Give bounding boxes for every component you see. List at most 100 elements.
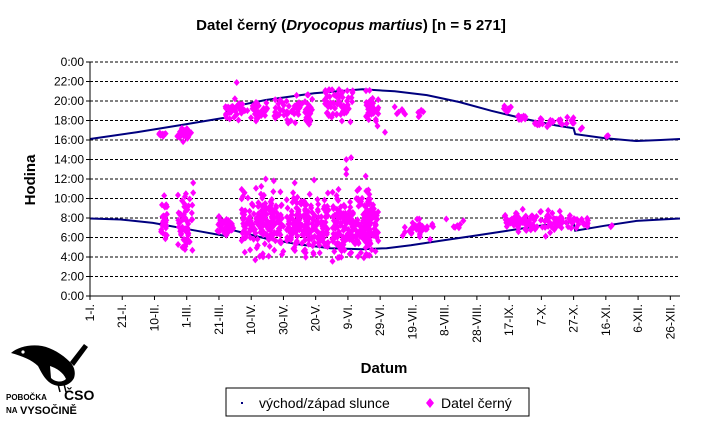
observation-point: [357, 200, 364, 208]
observation-point: [566, 212, 573, 219]
y-tick-label: 18:00: [54, 114, 84, 128]
observation-point: [429, 222, 435, 230]
observation-point: [323, 231, 330, 238]
observation-point: [223, 225, 230, 233]
observation-point: [507, 103, 514, 111]
observation-point: [311, 176, 318, 184]
observation-point: [314, 206, 321, 214]
observation-point: [300, 247, 307, 255]
observation-point: [266, 242, 273, 250]
observation-point: [571, 215, 577, 223]
x-tick-label: 9-VI.: [341, 304, 355, 329]
observation-point: [355, 253, 361, 260]
observation-point: [555, 116, 562, 124]
observation-point: [176, 130, 182, 138]
observation-point: [291, 179, 298, 187]
observation-point: [309, 95, 316, 103]
observation-point: [549, 209, 556, 217]
observation-point: [270, 188, 277, 196]
observation-point: [335, 185, 342, 193]
observation-point: [179, 197, 186, 205]
observation-point: [247, 234, 254, 241]
observation-point: [335, 240, 342, 248]
observation-point: [186, 195, 193, 203]
x-tick-label: 27-X.: [567, 304, 581, 333]
observation-point: [284, 213, 290, 221]
observation-point: [350, 233, 357, 241]
observation-point: [163, 221, 170, 229]
observation-point: [347, 229, 354, 237]
observation-point: [363, 213, 370, 221]
observation-point: [585, 216, 591, 224]
observation-point: [287, 117, 294, 125]
observation-point: [543, 212, 550, 220]
observation-point: [259, 194, 266, 202]
observation-point: [550, 215, 557, 222]
chart-title-count: ) [n = 5 271]: [423, 17, 506, 34]
observation-point: [299, 239, 305, 247]
observation-point: [181, 244, 187, 252]
observation-point: [310, 249, 317, 257]
x-tick-label: 29-VI.: [373, 304, 387, 336]
observation-point: [252, 104, 259, 112]
observation-point: [249, 201, 256, 209]
observation-point: [306, 236, 312, 244]
observation-point: [542, 223, 549, 231]
observation-point: [231, 113, 238, 121]
observation-point: [316, 241, 323, 249]
observation-point: [182, 193, 188, 201]
observation-point: [216, 213, 223, 221]
observation-point: [270, 177, 277, 185]
y-tick-label: 14:00: [54, 153, 84, 167]
woodpecker-series: [156, 79, 615, 265]
y-axis-ticks: 0:00 2:00 4:00 6:00 8:00 10:00 12:00 14:00 16:00…: [54, 55, 90, 303]
observation-point: [333, 93, 340, 101]
observation-point: [373, 231, 380, 239]
observation-point: [515, 112, 522, 120]
x-tick-label: 17-IX.: [502, 304, 516, 336]
observation-point: [427, 235, 434, 243]
observation-point: [278, 214, 285, 222]
y-tick-label: 10:00: [54, 192, 84, 206]
observation-point: [338, 103, 345, 111]
observation-point: [278, 201, 285, 209]
observation-point: [252, 256, 259, 264]
observation-point: [348, 249, 355, 257]
observation-point: [522, 215, 528, 223]
observation-point: [190, 179, 197, 187]
observation-point: [316, 249, 323, 257]
chart-title-plain: Datel černý (: [196, 17, 286, 34]
observation-point: [329, 257, 336, 265]
observation-point: [163, 210, 170, 218]
observation-point: [372, 247, 379, 255]
observation-point: [354, 220, 361, 228]
observation-point: [257, 217, 264, 225]
observation-point: [537, 216, 544, 224]
observation-point: [247, 246, 254, 254]
x-tick-label: 21-III.: [212, 304, 226, 335]
observation-point: [156, 129, 163, 137]
observation-point: [408, 230, 415, 238]
observation-point: [160, 132, 167, 140]
observation-point: [399, 232, 406, 240]
observation-point: [344, 97, 351, 105]
observation-point: [267, 198, 274, 206]
observation-point: [305, 240, 312, 248]
observation-point: [321, 203, 328, 210]
observation-point: [336, 93, 343, 100]
observation-point: [400, 107, 407, 115]
observation-point: [233, 79, 240, 86]
observation-point: [161, 192, 168, 200]
observation-point: [332, 231, 339, 239]
observation-point: [339, 88, 346, 96]
observation-point: [244, 107, 251, 115]
observation-point: [322, 96, 329, 104]
observation-point: [547, 229, 554, 237]
observation-point: [355, 229, 361, 237]
observation-point: [190, 189, 197, 197]
axes: [89, 62, 680, 297]
observation-point: [254, 112, 261, 120]
y-tick-label: 0:00: [61, 55, 85, 69]
observation-point: [295, 214, 302, 222]
observation-point: [270, 208, 277, 216]
